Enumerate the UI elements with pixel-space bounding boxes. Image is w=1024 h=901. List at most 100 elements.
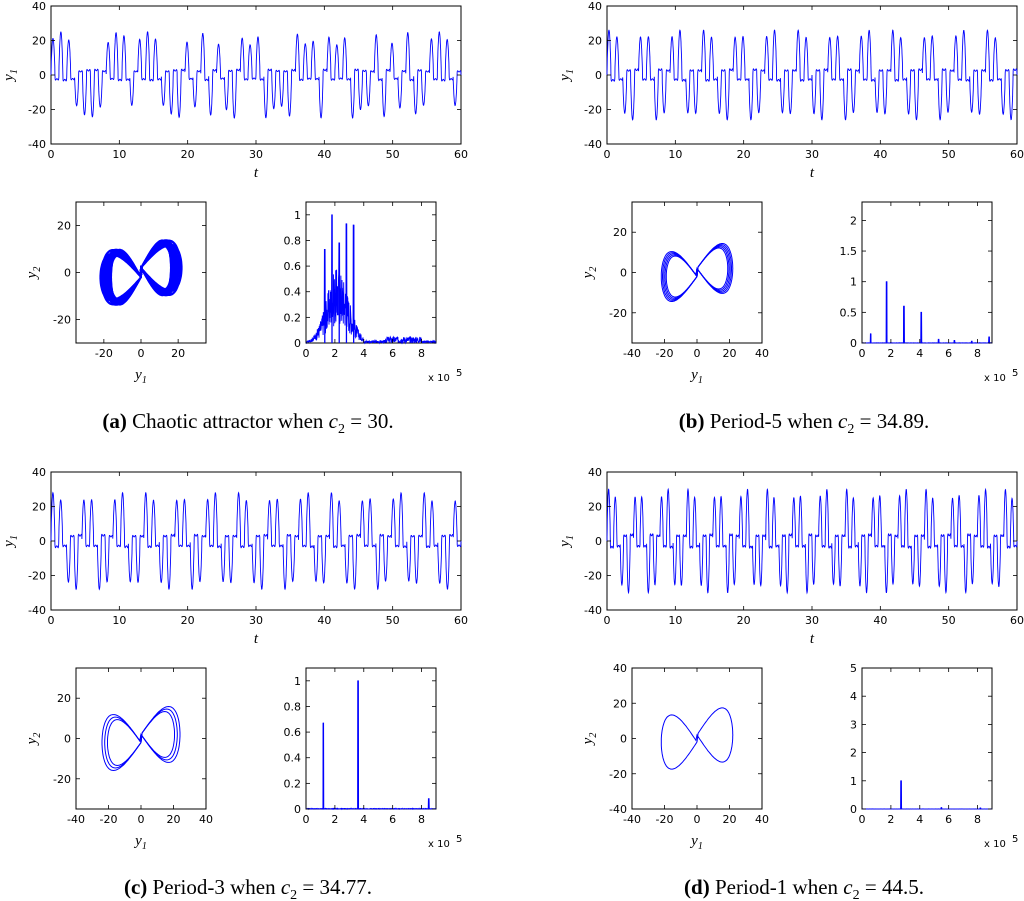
y1-phase-axis-label: y1 bbox=[689, 833, 703, 852]
y-tick-label: 1 bbox=[294, 209, 301, 222]
y-tick-label: 4 bbox=[850, 690, 857, 703]
y-tick-label: 0.8 bbox=[284, 234, 302, 247]
y-tick-label: 0.8 bbox=[284, 700, 302, 713]
caption-equals: = bbox=[860, 875, 882, 899]
y1-phase-axis-label: y1 bbox=[133, 833, 147, 852]
y-tick-label: 40 bbox=[32, 0, 46, 13]
caption-equals: = bbox=[297, 875, 319, 899]
caption-body: Period-1 when bbox=[710, 875, 844, 899]
phase-trajectory-loop bbox=[109, 240, 173, 305]
y-tick-label: 20 bbox=[588, 501, 602, 514]
y2-axis-label-subscript: 2 bbox=[32, 267, 43, 272]
x-tick-label: 60 bbox=[1010, 614, 1024, 627]
spectrum-line bbox=[861, 281, 993, 345]
x-tick-label: 0 bbox=[859, 347, 866, 360]
x-tick-label: -20 bbox=[656, 813, 674, 826]
y-tick-label: -20 bbox=[28, 104, 46, 117]
caption-body: Chaotic attractor when bbox=[127, 409, 329, 433]
x-tick-label: 0 bbox=[138, 347, 145, 360]
y-tick-label: 0 bbox=[39, 535, 46, 548]
x-tick-label: 40 bbox=[755, 347, 769, 360]
y1-time-series-line bbox=[606, 487, 1018, 595]
y2-axis-label: y2 bbox=[24, 267, 43, 281]
y1-time-series-line bbox=[50, 491, 462, 591]
x-tick-label: -40 bbox=[67, 813, 85, 826]
caption-body: Period-5 when bbox=[704, 409, 838, 433]
x-tick-label: 20 bbox=[737, 614, 751, 627]
y-tick-label: 2 bbox=[850, 747, 857, 760]
y-tick-label: 0.4 bbox=[284, 286, 302, 299]
y1-phase-axis-label: y1 bbox=[133, 367, 147, 386]
y-tick-label: 0.2 bbox=[284, 311, 302, 324]
y-tick-label: 0 bbox=[850, 337, 857, 350]
x-tick-label: 50 bbox=[942, 148, 956, 161]
time-axis-label: t bbox=[810, 165, 815, 181]
y-tick-label: -20 bbox=[53, 314, 71, 327]
x-tick-label: 30 bbox=[805, 614, 819, 627]
caption-value: 34.89. bbox=[877, 409, 930, 433]
y-tick-label: 0.4 bbox=[284, 752, 302, 765]
caption-param: c bbox=[281, 875, 291, 899]
x-tick-label: 0 bbox=[48, 148, 55, 161]
y1-phase-axis-label-subscript: 1 bbox=[698, 841, 703, 852]
x-tick-label: 30 bbox=[249, 148, 263, 161]
y1-axis-label-subscript: 1 bbox=[9, 535, 20, 540]
caption-body: Period-3 when bbox=[147, 875, 281, 899]
x-tick-label: 60 bbox=[454, 614, 468, 627]
x-scale-exponent: 5 bbox=[1012, 834, 1018, 845]
x-tick-label: 20 bbox=[723, 813, 737, 826]
caption-param: c bbox=[843, 875, 853, 899]
y-tick-label: -40 bbox=[584, 604, 602, 617]
y-tick-label: -20 bbox=[53, 773, 71, 786]
y-tick-label: 20 bbox=[32, 35, 46, 48]
y-tick-label: 0 bbox=[620, 267, 627, 280]
x-tick-label: 20 bbox=[181, 614, 195, 627]
y1-axis-label-subscript: 1 bbox=[9, 69, 20, 74]
y1-phase-axis-label-subscript: 1 bbox=[698, 375, 703, 386]
spectrum-axes bbox=[861, 667, 993, 810]
x-tick-label: 50 bbox=[386, 614, 400, 627]
spectrum-line bbox=[305, 214, 437, 345]
y-tick-label: 40 bbox=[32, 466, 46, 479]
x-tick-label: 6 bbox=[389, 347, 396, 360]
x-tick-label: 20 bbox=[181, 148, 195, 161]
y-tick-label: -20 bbox=[609, 768, 627, 781]
y-tick-label: 20 bbox=[32, 501, 46, 514]
y-tick-label: 0.2 bbox=[284, 777, 302, 790]
phase-trajectory-loop bbox=[660, 707, 734, 770]
x-tick-label: 60 bbox=[1010, 148, 1024, 161]
y1-phase-axis-label: y1 bbox=[689, 367, 703, 386]
x-tick-label: 4 bbox=[916, 813, 923, 826]
y-tick-label: -40 bbox=[28, 604, 46, 617]
x-tick-label: 40 bbox=[317, 148, 331, 161]
x-tick-label: -40 bbox=[623, 347, 641, 360]
x-tick-label: 0 bbox=[859, 813, 866, 826]
y-tick-label: -20 bbox=[584, 104, 602, 117]
y-tick-label: 1 bbox=[850, 276, 857, 289]
x-tick-label: 40 bbox=[199, 813, 213, 826]
y-tick-label: -40 bbox=[609, 803, 627, 816]
y-tick-label: 20 bbox=[588, 35, 602, 48]
caption-value: 30. bbox=[367, 409, 393, 433]
y-tick-label: 0 bbox=[64, 267, 71, 280]
y1-axis-label-subscript: 1 bbox=[565, 535, 576, 540]
spectrum-axes bbox=[861, 201, 993, 344]
x-tick-label: 8 bbox=[974, 347, 981, 360]
y-tick-label: 20 bbox=[613, 226, 627, 239]
y-tick-label: -20 bbox=[584, 570, 602, 583]
x-tick-label: -20 bbox=[656, 347, 674, 360]
caption-param-sub: 2 bbox=[853, 888, 860, 901]
y-tick-label: 0 bbox=[294, 803, 301, 816]
panel-caption: (a) Chaotic attractor when c2 = 30. bbox=[102, 409, 393, 437]
x-tick-label: 30 bbox=[249, 614, 263, 627]
x-tick-label: 20 bbox=[737, 148, 751, 161]
caption-tag: (a) bbox=[102, 409, 127, 433]
y-tick-label: 0.6 bbox=[284, 726, 302, 739]
x-tick-label: 0 bbox=[303, 813, 310, 826]
x-tick-label: 0 bbox=[694, 347, 701, 360]
y-tick-label: 0 bbox=[595, 69, 602, 82]
time-axis-label: t bbox=[810, 631, 815, 647]
x-tick-label: 0 bbox=[303, 347, 310, 360]
